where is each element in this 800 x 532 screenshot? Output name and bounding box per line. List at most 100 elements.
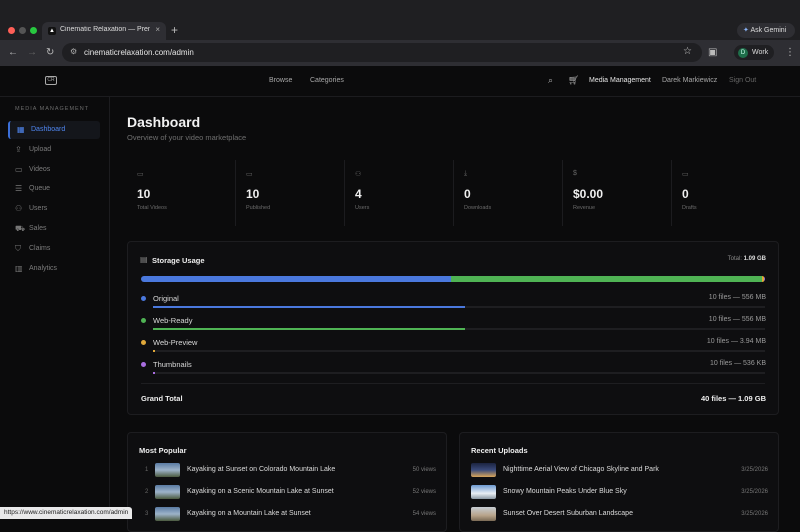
back-arrow-icon[interactable]: ← xyxy=(8,47,18,58)
list-item[interactable]: Snowy Mountain Peaks Under Blue Sky 3/25… xyxy=(460,483,778,503)
stat-label: Users xyxy=(355,205,370,211)
legend-dot xyxy=(141,362,146,367)
storage-segment-web-ready xyxy=(451,276,762,282)
video-title: Kayaking on a Mountain Lake at Sunset xyxy=(187,510,311,517)
storage-total-label: Total: xyxy=(727,256,742,262)
list-item[interactable]: Sunset Over Desert Suburban Landscape 3/… xyxy=(460,505,778,525)
sidebar-item-label: Queue xyxy=(29,185,51,192)
browser-tab-bar: ▲ Cinematic Relaxation — Premium × + ✦ A… xyxy=(0,0,800,40)
storage-row-bar-fill xyxy=(153,350,156,352)
stat-label: Published xyxy=(246,205,271,211)
users-icon: ⚇ xyxy=(355,171,362,178)
storage-title: Storage Usage xyxy=(152,256,205,265)
more-menu-icon[interactable]: ⋮ xyxy=(785,47,795,58)
sign-out-link[interactable]: Sign Out xyxy=(729,77,757,84)
profile-button[interactable]: D Work xyxy=(734,45,774,60)
stat-downloads: ⤓ 0 Downloads xyxy=(454,160,563,226)
stat-revenue: $ $0.00 Revenue xyxy=(563,160,672,226)
upload-date: 3/25/2026 xyxy=(741,489,768,495)
view-count: 52 views xyxy=(412,489,436,495)
video-title: Snowy Mountain Peaks Under Blue Sky xyxy=(503,488,627,495)
stat-value: 10 xyxy=(246,187,260,201)
list-item[interactable]: 3 Kayaking on a Mountain Lake at Sunset … xyxy=(128,505,446,525)
sidebar-item-claims[interactable]: ⛉ Claims xyxy=(8,240,100,258)
most-popular-card: Most Popular 1 Kayaking at Sunset on Col… xyxy=(127,432,447,532)
video-title: Kayaking at Sunset on Colorado Mountain … xyxy=(187,466,336,473)
storage-row-label: Original xyxy=(153,294,179,303)
maximize-window-button[interactable] xyxy=(30,27,37,34)
favicon-icon: ▲ xyxy=(48,27,56,35)
cart-icon: ⛟ xyxy=(15,224,26,233)
recent-uploads-title: Recent Uploads xyxy=(471,446,528,455)
search-icon[interactable]: ⌕ xyxy=(548,75,554,85)
storage-row-bar-fill xyxy=(153,372,155,374)
sidebar-item-label: Analytics xyxy=(29,265,58,272)
storage-usage-card: ▤ Storage Usage Total: 1.09 GB Original 1… xyxy=(127,241,779,415)
video-title: Kayaking on a Scenic Mountain Lake at Su… xyxy=(187,488,334,495)
nav-browse[interactable]: Browse xyxy=(269,77,293,84)
stat-label: Drafts xyxy=(682,205,697,211)
video-icon: ▭ xyxy=(682,171,689,178)
address-bar[interactable]: ⚙ cinematicrelaxation.com/admin ☆ xyxy=(62,43,702,62)
sidebar-item-sales[interactable]: ⛟ Sales xyxy=(8,220,100,238)
sidebar-item-label: Sales xyxy=(29,225,47,232)
stat-label: Downloads xyxy=(464,205,492,211)
list-icon: ☰ xyxy=(15,184,23,193)
sidebar-item-videos[interactable]: ▭ Videos xyxy=(8,161,100,179)
view-count: 54 views xyxy=(412,511,436,517)
sidebar-item-label: Upload xyxy=(29,146,52,153)
sidebar-item-dashboard[interactable]: ▦ Dashboard xyxy=(8,121,100,139)
list-item[interactable]: 1 Kayaking at Sunset on Colorado Mountai… xyxy=(128,461,446,481)
sidebar-item-queue[interactable]: ☰ Queue xyxy=(8,180,100,198)
grand-total-value: 40 files — 1.09 GB xyxy=(700,394,766,403)
ask-gemini-label: Ask Gemini xyxy=(750,27,787,34)
storage-row-bar xyxy=(153,328,765,330)
browser-tab[interactable]: ▲ Cinematic Relaxation — Premium × xyxy=(42,22,166,40)
view-count: 50 views xyxy=(412,467,436,473)
storage-row-label: Thumbnails xyxy=(153,360,192,369)
site-info-icon[interactable]: ⚙ xyxy=(70,47,78,56)
nav-categories[interactable]: Categories xyxy=(310,77,344,84)
stat-users: ⚇ 4 Users xyxy=(345,160,454,226)
tab-close-icon[interactable]: × xyxy=(155,25,160,34)
sidebar: MEDIA MANAGEMENT ▦ Dashboard ⇪ Upload ▭ … xyxy=(0,97,110,519)
video-thumbnail xyxy=(155,485,180,499)
reload-icon[interactable]: ↻ xyxy=(46,47,55,58)
user-name[interactable]: Darek Markiewicz xyxy=(662,77,718,84)
video-thumbnail xyxy=(471,463,496,477)
legend-dot xyxy=(141,296,146,301)
storage-row-value: 10 files — 536 KB xyxy=(709,360,766,367)
ask-gemini-button[interactable]: ✦ Ask Gemini xyxy=(737,23,795,38)
storage-row-value: 10 files — 3.94 MB xyxy=(706,338,766,345)
page-title: Dashboard xyxy=(127,114,201,130)
status-url-bar: https://www.cinematicrelaxation.com/admi… xyxy=(0,507,133,519)
stat-published: ▭ 10 Published xyxy=(236,160,345,226)
list-item[interactable]: Nighttime Aerial View of Chicago Skyline… xyxy=(460,461,778,481)
close-window-button[interactable] xyxy=(8,27,15,34)
rank-number: 1 xyxy=(145,467,149,473)
sidebar-item-analytics[interactable]: ▥ Analytics xyxy=(8,260,100,278)
sidebar-item-label: Users xyxy=(29,205,48,212)
shield-icon: ⛉ xyxy=(15,244,21,253)
address-url: cinematicrelaxation.com/admin xyxy=(84,48,194,57)
storage-row-label: Web-Preview xyxy=(153,338,198,347)
nav-media-management[interactable]: Media Management xyxy=(589,77,651,84)
minimize-window-button[interactable] xyxy=(19,27,26,34)
bookmark-star-icon[interactable]: ☆ xyxy=(683,46,692,57)
forward-arrow-icon[interactable]: → xyxy=(27,47,37,58)
sidebar-item-upload[interactable]: ⇪ Upload xyxy=(8,141,100,159)
storage-segment-original xyxy=(141,276,452,282)
new-tab-button[interactable]: + xyxy=(171,23,179,37)
sidepanel-icon[interactable]: ▣ xyxy=(708,47,718,58)
tab-title: Cinematic Relaxation — Premium xyxy=(60,26,150,33)
list-item[interactable]: 2 Kayaking on a Scenic Mountain Lake at … xyxy=(128,483,446,503)
cart-icon[interactable]: 🛒︎ xyxy=(568,75,580,85)
storage-row-bar xyxy=(153,306,765,308)
sidebar-item-users[interactable]: ⚇ Users xyxy=(8,200,100,218)
storage-total: Total: 1.09 GB xyxy=(728,256,766,262)
sparkle-icon: ✦ xyxy=(743,27,749,34)
site-logo[interactable]: CR xyxy=(45,76,57,85)
storage-row-label: Web-Ready xyxy=(153,316,193,325)
profile-avatar: D xyxy=(738,48,748,58)
storage-segment-thumbnails xyxy=(764,276,765,282)
